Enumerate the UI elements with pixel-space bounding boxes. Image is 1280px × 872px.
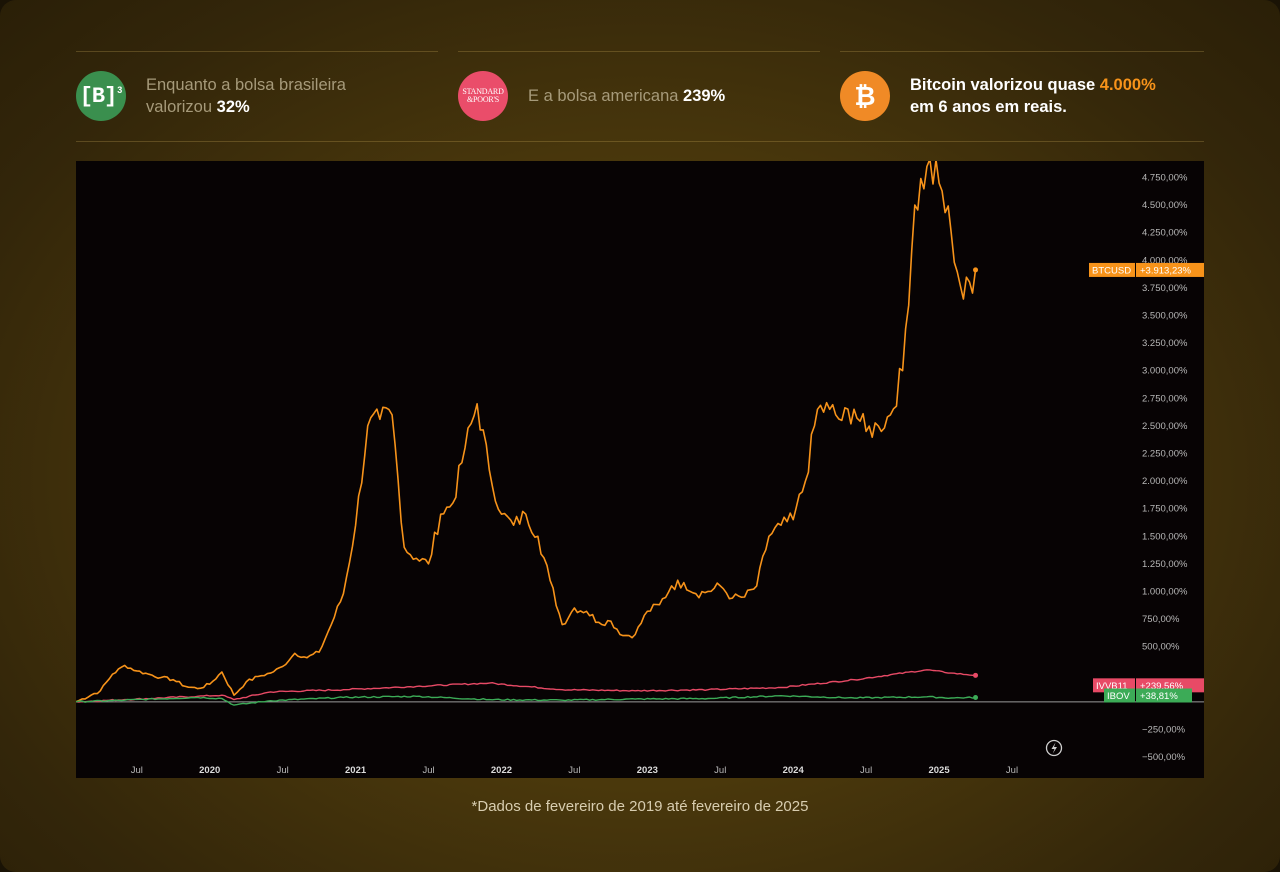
x-tick-label: Jul [568, 765, 580, 776]
divider-top-2 [458, 51, 820, 52]
tag-name-bg-ibov [1104, 688, 1135, 703]
series-endpoint-ibov [973, 695, 979, 701]
y-tick-label: 1.500,00% [1142, 531, 1188, 542]
y-tick-label: 1.000,00% [1142, 586, 1188, 597]
sp-logo: STANDARD &POOR'S [458, 71, 508, 121]
x-tick-label: 2025 [928, 765, 950, 776]
sp-text-line: E a bolsa americana [528, 87, 679, 105]
y-tick-label: 2.500,00% [1142, 421, 1188, 432]
y-tick-label: 4.250,00% [1142, 228, 1188, 239]
y-tick-label: 4.500,00% [1142, 200, 1188, 211]
lightning-icon [1045, 739, 1063, 757]
y-tick-label: 2.250,00% [1142, 448, 1188, 459]
y-tick-label: −250,00% [1142, 724, 1186, 735]
footnote: *Dados de fevereiro de 2019 até fevereir… [471, 798, 809, 815]
sp-text: E a bolsa americana 239% [528, 85, 725, 107]
tag-value-bg-btcusd [1136, 262, 1204, 277]
sp-percent: 239% [683, 87, 726, 105]
tag-name-btcusd: BTCUSD [1092, 265, 1131, 276]
sp-logo-line1: STANDARD [462, 87, 504, 96]
x-tick-label: 2021 [345, 765, 367, 776]
y-tick-label: 1.750,00% [1142, 504, 1188, 515]
bitcoin-percent: 4.000% [1099, 76, 1156, 94]
tag-name-ibov: IBOV [1107, 691, 1130, 702]
divider-top-1 [76, 51, 438, 52]
x-tick-label: 2022 [491, 765, 512, 776]
series-line-ivvb11 [76, 669, 976, 703]
tag-value-bg-ibov [1136, 688, 1192, 703]
y-tick-label: 3.250,00% [1142, 338, 1188, 349]
tag-value-btcusd: +3.913,23% [1140, 265, 1192, 276]
divider-top-3 [840, 51, 1204, 52]
series-endpoint-btcusd [973, 267, 979, 273]
x-tick-label: 2020 [199, 765, 220, 776]
y-tick-label: 750,00% [1142, 614, 1180, 625]
x-tick-label: 2023 [637, 765, 658, 776]
bitcoin-icon: ₿ [840, 71, 890, 121]
bitcoin-text-line2: em 6 anos em reais. [910, 98, 1067, 116]
y-tick-label: −500,00% [1142, 752, 1186, 763]
y-tick-label: 2.000,00% [1142, 476, 1188, 487]
tag-value-ibov: +38,81% [1140, 691, 1178, 702]
divider-bottom [76, 141, 1204, 142]
y-tick-label: 2.750,00% [1142, 393, 1188, 404]
b3-text-line1: Enquanto a bolsa brasileira [146, 76, 346, 94]
x-tick-label: Jul [277, 765, 289, 776]
chart-svg: 4.750,00% 4.500,00% 4.250,00% 4.000,00% 3.75… [76, 161, 1204, 776]
bitcoin-text: Bitcoin valorizou quase 4.000% em 6 anos… [910, 74, 1156, 118]
y-tick-label: 4.000,00% [1142, 255, 1188, 266]
series-line-ibov [76, 695, 976, 706]
lightning-bolt [1051, 742, 1057, 754]
tag-value-ivvb11: +239,56% [1140, 681, 1184, 692]
x-tick-label: Jul [714, 765, 726, 776]
y-tick-label: 3.750,00% [1142, 283, 1188, 294]
b3-logo: [B] 3 [76, 71, 126, 121]
card-bitcoin: ₿ Bitcoin valorizou quase 4.000% em 6 an… [840, 66, 1204, 126]
y-tick-label: 3.500,00% [1142, 311, 1188, 322]
b3-text: Enquanto a bolsa brasileira valorizou 32… [146, 74, 346, 118]
series-line-btcusd [76, 161, 977, 703]
x-tick-label: Jul [422, 765, 434, 776]
series-endpoint-ivvb11 [973, 672, 979, 678]
b3-text-line2: valorizou [146, 98, 213, 116]
bitcoin-text-line1: Bitcoin valorizou quase [910, 76, 1096, 94]
y-tick-label: 500,00% [1142, 642, 1180, 653]
tag-name-bg-btcusd [1089, 262, 1135, 277]
tag-name-ivvb11: IVVB11 [1096, 681, 1128, 692]
x-tick-label: Jul [860, 765, 872, 776]
card-sp: STANDARD &POOR'S E a bolsa americana 239… [458, 66, 820, 126]
x-tick-label: Jul [131, 765, 143, 776]
x-tick-label: 2024 [783, 765, 805, 776]
sp-logo-line2: &POOR'S [466, 95, 500, 104]
y-tick-label: 4.750,00% [1142, 173, 1188, 184]
y-tick-label: 3.000,00% [1142, 366, 1188, 377]
performance-chart: 4.750,00% 4.500,00% 4.250,00% 4.000,00% 3.75… [76, 161, 1204, 778]
b3-percent: 32% [216, 98, 250, 116]
x-tick-label: Jul [1006, 765, 1018, 776]
card-b3: [B] 3 Enquanto a bolsa brasileira valoriz… [76, 66, 438, 126]
y-tick-label: 1.250,00% [1142, 559, 1188, 570]
